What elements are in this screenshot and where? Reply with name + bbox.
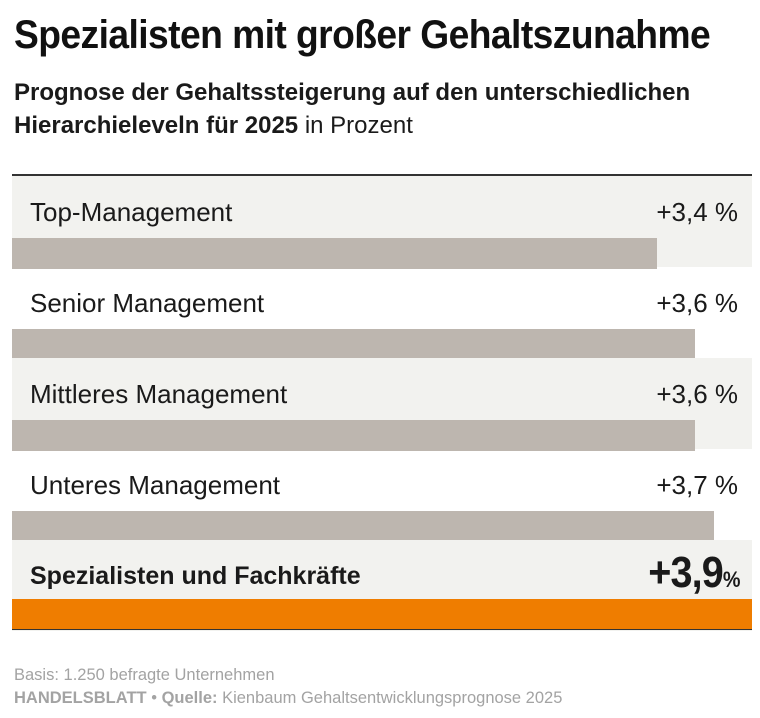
- category-label: Mittleres Management: [30, 379, 288, 409]
- source-label: Quelle:: [161, 689, 218, 707]
- value-label-number: +3,6 %: [656, 288, 738, 318]
- category-label: Top-Management: [30, 197, 233, 227]
- footer-basis: Basis: 1.250 befragte Unternehmen: [14, 666, 275, 684]
- subtitle-unit: in Prozent: [298, 112, 413, 139]
- value-label: +3,9%: [648, 546, 740, 607]
- bar: [12, 599, 752, 630]
- value-label: +3,7 %: [656, 469, 738, 501]
- category-label: Senior Management: [30, 288, 265, 318]
- source-text: Kienbaum Gehaltsentwicklungsprognose 202…: [217, 689, 563, 707]
- bar: [12, 511, 714, 542]
- brand-name: HANDELSBLATT: [14, 689, 147, 707]
- chart-title: Spezialisten mit großer Gehaltszunahme: [14, 13, 711, 57]
- value-label-number: +3,7 %: [656, 470, 738, 500]
- value-label: +3,4 %: [656, 196, 738, 228]
- bar-row: Mittleres Management +3,6 %: [12, 358, 752, 451]
- footer: Basis: 1.250 befragte Unternehmen HANDEL…: [14, 664, 562, 710]
- footer-separator: •: [146, 689, 162, 707]
- chart-subtitle: Prognose der Gehaltssteigerung auf den u…: [14, 76, 754, 142]
- bar: [12, 238, 657, 269]
- value-label: +3,6 %: [656, 287, 738, 319]
- value-label: +3,6 %: [656, 378, 738, 410]
- bar-row: Senior Management +3,6 %: [12, 267, 752, 360]
- value-label-number: +3,9: [647, 548, 723, 597]
- footer-source-line: HANDELSBLATT • Quelle: Kienbaum Gehaltse…: [14, 687, 562, 710]
- value-label-number: +3,4 %: [656, 197, 738, 227]
- subtitle-main: Prognose der Gehaltssteigerung auf den u…: [14, 79, 691, 139]
- bottom-rule: [12, 629, 752, 630]
- bar-row: Top-Management +3,4 %: [12, 176, 752, 269]
- bar-row: Spezialisten und Fachkräfte +3,9%: [12, 540, 752, 631]
- bar-row: Unteres Management +3,7 %: [12, 449, 752, 542]
- value-label-percent: %: [722, 567, 740, 592]
- top-rule: [12, 174, 752, 176]
- category-label: Unteres Management: [30, 470, 281, 500]
- value-label-number: +3,6 %: [656, 379, 738, 409]
- bar: [12, 329, 695, 360]
- bar: [12, 420, 695, 451]
- category-label: Spezialisten und Fachkräfte: [30, 562, 361, 590]
